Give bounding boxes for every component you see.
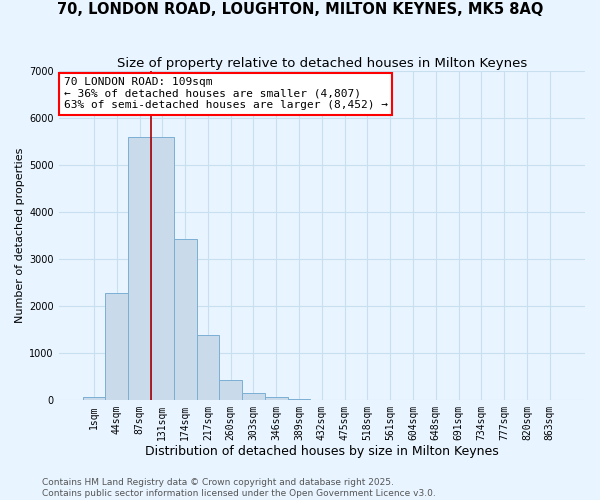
Bar (197, 335, 219, 400)
Bar (174, 239, 197, 400)
X-axis label: Distribution of detached houses by size in Milton Keynes: Distribution of detached houses by size … (145, 444, 499, 458)
Bar (242, 393, 265, 400)
Bar (106, 293, 128, 400)
Bar (219, 380, 242, 400)
Y-axis label: Number of detached properties: Number of detached properties (15, 148, 25, 323)
Text: Contains HM Land Registry data © Crown copyright and database right 2025.
Contai: Contains HM Land Registry data © Crown c… (42, 478, 436, 498)
Title: Size of property relative to detached houses in Milton Keynes: Size of property relative to detached ho… (117, 58, 527, 70)
Bar (83, 398, 106, 400)
Text: 70 LONDON ROAD: 109sqm
← 36% of detached houses are smaller (4,807)
63% of semi-: 70 LONDON ROAD: 109sqm ← 36% of detached… (64, 77, 388, 110)
Bar (287, 399, 310, 400)
Bar (265, 398, 287, 400)
Bar (128, 138, 151, 400)
Bar (151, 138, 174, 400)
Text: 70, LONDON ROAD, LOUGHTON, MILTON KEYNES, MK5 8AQ: 70, LONDON ROAD, LOUGHTON, MILTON KEYNES… (57, 2, 543, 18)
